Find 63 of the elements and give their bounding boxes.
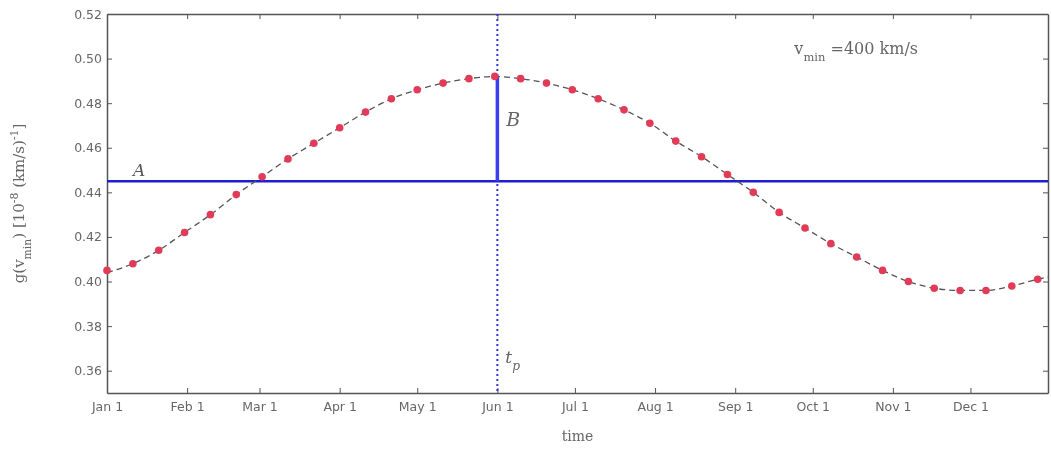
point <box>723 170 732 179</box>
annotation: v$_{min}$ =400 km/s <box>793 39 918 64</box>
annotation: B <box>505 108 521 131</box>
point <box>387 94 396 103</box>
x-tick-label: Aug 1 <box>637 398 674 414</box>
y-tick-label: 0.48 <box>74 95 103 111</box>
point <box>801 224 809 232</box>
point <box>878 266 887 275</box>
point <box>232 190 241 199</box>
x-tick-label: Jan 1 <box>90 398 124 414</box>
point <box>516 74 525 83</box>
y-tick-label: 0.46 <box>74 140 103 156</box>
x-tick-label: Apr 1 <box>323 398 357 414</box>
point <box>129 259 137 268</box>
point <box>1008 282 1016 290</box>
point <box>103 266 111 275</box>
y-tick-label: 0.42 <box>74 229 102 245</box>
ref-line-label: t$_{p}$ <box>505 347 521 373</box>
point <box>310 139 318 148</box>
x-tick-label: May 1 <box>398 398 437 414</box>
x-tick-label: Feb 1 <box>170 398 205 414</box>
point <box>852 253 861 261</box>
x-tick-label: Nov 1 <box>875 398 912 414</box>
point <box>206 210 215 219</box>
y-tick-label: 0.44 <box>74 184 103 200</box>
point <box>335 123 344 132</box>
x-tick-label: Jun 1 <box>481 398 514 414</box>
y-tick-label: 0.38 <box>74 318 103 334</box>
point <box>1033 275 1042 284</box>
point <box>827 239 835 248</box>
x-tick-label: Dec 1 <box>952 398 990 414</box>
point <box>439 79 447 87</box>
point <box>180 228 189 237</box>
point <box>930 284 939 293</box>
point <box>465 74 473 83</box>
x-tick-label: Jul 1 <box>560 398 589 414</box>
point <box>671 137 680 145</box>
point <box>284 155 292 163</box>
point <box>258 172 266 181</box>
point <box>361 108 370 116</box>
point <box>904 277 913 286</box>
x-tick-label: Oct 1 <box>796 398 831 414</box>
point <box>956 286 964 295</box>
point <box>620 106 628 114</box>
point <box>982 286 990 295</box>
point <box>542 79 551 87</box>
y-tick-label: 0.36 <box>74 363 103 379</box>
point <box>697 152 706 161</box>
x-tick-label: Mar 1 <box>242 398 278 414</box>
y-tick-label: 0.40 <box>74 274 103 290</box>
point <box>646 119 654 128</box>
y-tick-label: 0.50 <box>74 51 103 67</box>
point <box>413 86 422 94</box>
x-axis-title: time <box>561 428 594 444</box>
point <box>775 208 783 217</box>
point <box>154 246 163 255</box>
x-tick-label: Sep 1 <box>717 398 754 414</box>
point <box>749 188 758 197</box>
point <box>594 94 602 103</box>
ref-line-label: A <box>131 160 146 181</box>
point <box>568 86 577 94</box>
point <box>490 72 499 81</box>
y-tick-label: 0.52 <box>74 6 102 22</box>
